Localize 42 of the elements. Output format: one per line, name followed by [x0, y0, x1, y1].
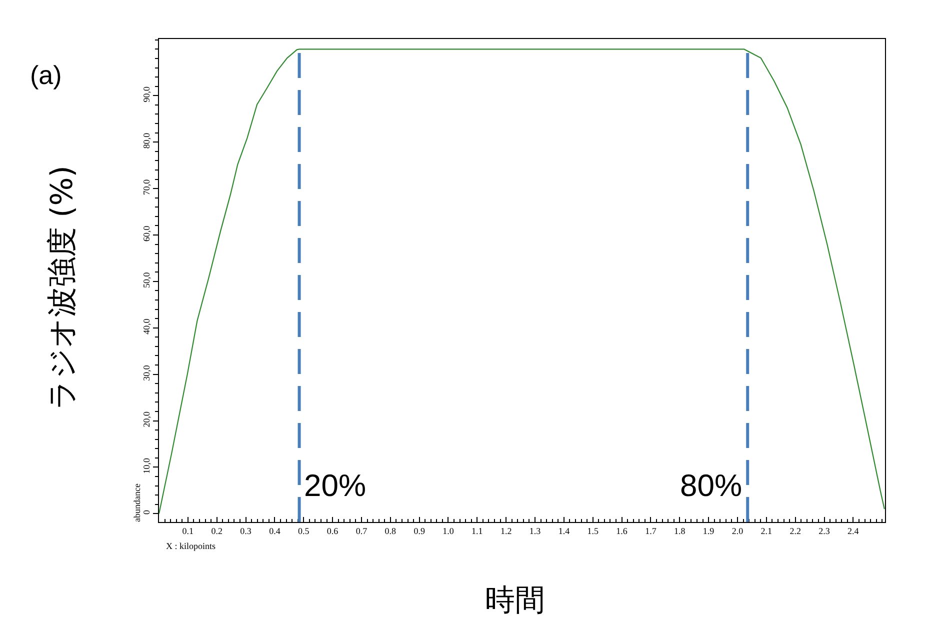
- text: abundance: [132, 484, 142, 522]
- x-tick-label: 0.3: [240, 526, 252, 536]
- x-tick-label: 2.4: [848, 526, 860, 536]
- x-tick-label: 1.2: [500, 526, 512, 536]
- x-tick-label: 1.0: [442, 526, 454, 536]
- y-tick-label: 20,0: [141, 411, 152, 428]
- y-tick-label: 90,0: [141, 86, 152, 102]
- x-tick-label: 2.1: [760, 526, 772, 536]
- x-tick-label: 1.4: [558, 526, 570, 536]
- x-tick-label: 2.3: [818, 526, 830, 536]
- x-tick-label: 1.9: [702, 526, 715, 536]
- x-tick-label: 0.5: [298, 526, 310, 536]
- y-tick-label: 10,0: [141, 457, 152, 474]
- x-axis-title: 時間: [485, 583, 545, 618]
- text: X : kilopoints: [166, 541, 216, 551]
- x-tick-label: 1.5: [587, 526, 599, 536]
- x-tick-label: 0.7: [356, 526, 368, 536]
- x-tick-label: 1.6: [616, 526, 628, 536]
- x-tick-label: 2.2: [790, 526, 801, 536]
- y-tick-label: 50,0: [141, 272, 152, 288]
- text: (a): [30, 60, 62, 90]
- y-tick-label: 60,0: [141, 225, 152, 242]
- y-tick-label: 40,0: [141, 318, 152, 334]
- y-tick-label: 30,0: [141, 364, 152, 381]
- line-series: [159, 48, 885, 514]
- annotation: 20%: [304, 468, 366, 503]
- y-tick-label: 0: [141, 510, 152, 515]
- x-tick-label: 1.1: [472, 526, 483, 536]
- y-tick-label: 80,0: [141, 132, 152, 149]
- x-tick-label: 0.6: [326, 526, 339, 536]
- x-tick-label: 1.3: [529, 526, 542, 536]
- x-tick-label: 0.2: [211, 526, 222, 536]
- x-tick-label: 0.8: [384, 526, 397, 536]
- x-tick-label: 1.7: [645, 526, 657, 536]
- x-tick-label: 0.1: [182, 526, 194, 536]
- x-tick-label: 2.0: [732, 526, 744, 536]
- annotation: 80%: [680, 468, 742, 503]
- x-tick-label: 1.8: [674, 526, 686, 536]
- y-axis-title: ラジオ波強度 (%): [45, 166, 80, 410]
- x-tick-label: 0.9: [414, 526, 426, 536]
- x-tick-label: 0.4: [269, 526, 281, 536]
- y-tick-label: 70,0: [141, 178, 152, 196]
